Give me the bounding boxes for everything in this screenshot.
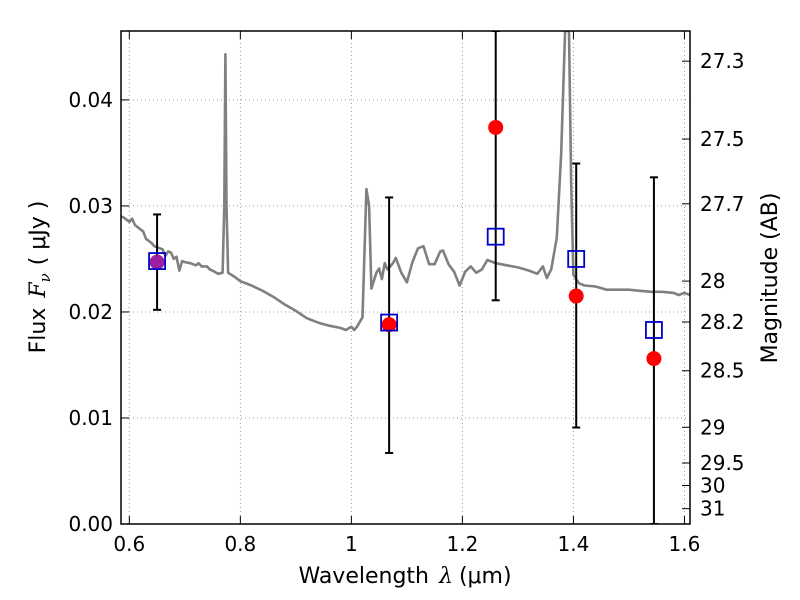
x-tick-label: 1 (345, 532, 358, 556)
model-spectrum-line (121, 31, 690, 332)
series-layer (121, 31, 690, 524)
observed-point (149, 254, 165, 270)
y2-tick-label: 29 (700, 415, 725, 439)
x-axis-ticks: 0.6 0.8 1 1.2 1.4 1.6 (113, 31, 700, 556)
y-tick-label: 0.03 (68, 194, 113, 218)
x-axis-title-unit: (μm) (459, 564, 512, 589)
y2-tick-label: 29.5 (700, 451, 745, 475)
y-tick-label: 0.04 (68, 88, 113, 112)
observed-point (381, 317, 397, 333)
observed-point (646, 351, 662, 367)
y2-tick-label: 30 (700, 474, 725, 498)
y2-axis-title: Magnitude (AB) (758, 193, 783, 364)
y2-tick-label: 28.2 (700, 310, 745, 334)
observed-point (568, 288, 584, 304)
x-tick-label: 1.2 (446, 532, 478, 556)
y-axis-ticks: 0.00 0.01 0.02 0.03 0.04 (68, 88, 129, 536)
model-band-square (380, 313, 399, 332)
plot-frame (120, 30, 691, 525)
observed-point (488, 119, 504, 135)
y2-tick-label: 27.7 (700, 192, 745, 216)
y-axis-title-symbol: F (26, 282, 51, 299)
y2-tick-label: 27.3 (700, 49, 745, 73)
x-axis-title-prefix: Wavelength (298, 564, 429, 589)
y-axis-title-subscript: ν (36, 273, 54, 282)
y-axis-title-unit: ( μJy ) (26, 201, 51, 266)
y2-tick-label: 28.5 (700, 359, 745, 383)
y2-tick-label: 31 (700, 497, 725, 521)
y-tick-label: 0.00 (68, 512, 113, 536)
x-axis-title: Wavelength λ (μm) (298, 564, 511, 589)
x-tick-label: 1.4 (558, 532, 590, 556)
x-tick-label: 1.6 (669, 532, 701, 556)
x-axis-title-symbol: λ (438, 564, 453, 589)
model-band-square (486, 227, 505, 246)
y-axis-title-prefix: Flux (26, 308, 51, 354)
y2-tick-label: 28 (700, 269, 725, 293)
plot-area (121, 31, 690, 524)
x-tick-label: 0.8 (224, 532, 256, 556)
y-tick-label: 0.01 (68, 406, 113, 430)
y-axis-title: Flux Fν ( μJy ) (26, 201, 54, 354)
x-tick-label: 0.6 (113, 532, 145, 556)
model-band-square (148, 252, 166, 270)
model-band-square (567, 250, 586, 268)
model-band-square (645, 321, 663, 339)
y-tick-label: 0.02 (68, 300, 113, 324)
y2-tick-label: 27.5 (700, 127, 745, 151)
